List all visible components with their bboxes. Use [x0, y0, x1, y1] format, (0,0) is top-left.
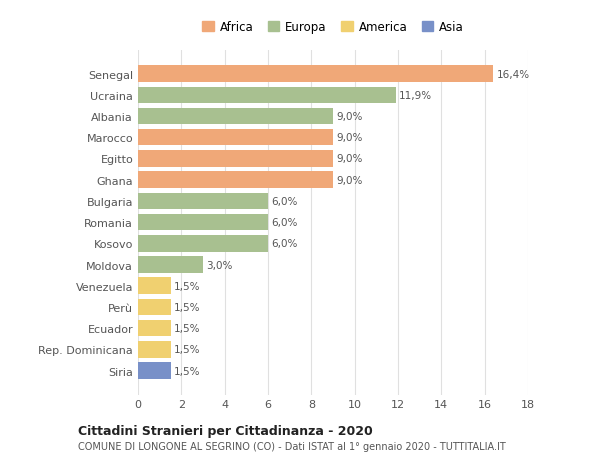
Text: 9,0%: 9,0%	[336, 175, 362, 185]
Text: 16,4%: 16,4%	[497, 69, 530, 79]
Text: 9,0%: 9,0%	[336, 133, 362, 143]
Text: 6,0%: 6,0%	[271, 239, 298, 249]
Bar	[138, 87, 396, 104]
Text: 1,5%: 1,5%	[174, 281, 200, 291]
Text: 6,0%: 6,0%	[271, 218, 298, 228]
Text: 1,5%: 1,5%	[174, 302, 200, 312]
Bar	[138, 66, 493, 83]
Bar	[138, 193, 268, 210]
Legend: Africa, Europa, America, Asia: Africa, Europa, America, Asia	[200, 18, 466, 36]
Text: 11,9%: 11,9%	[399, 90, 432, 101]
Text: 1,5%: 1,5%	[174, 366, 200, 376]
Text: 3,0%: 3,0%	[206, 260, 233, 270]
Bar	[138, 278, 170, 294]
Bar	[138, 257, 203, 273]
Bar	[138, 320, 170, 337]
Bar	[138, 341, 170, 358]
Bar	[138, 108, 333, 125]
Text: 1,5%: 1,5%	[174, 324, 200, 334]
Bar	[138, 299, 170, 316]
Bar	[138, 235, 268, 252]
Bar	[138, 129, 333, 146]
Text: 6,0%: 6,0%	[271, 196, 298, 207]
Text: 9,0%: 9,0%	[336, 154, 362, 164]
Text: Cittadini Stranieri per Cittadinanza - 2020: Cittadini Stranieri per Cittadinanza - 2…	[78, 424, 373, 437]
Text: 1,5%: 1,5%	[174, 345, 200, 355]
Bar	[138, 151, 333, 168]
Text: 9,0%: 9,0%	[336, 112, 362, 122]
Bar	[138, 363, 170, 379]
Bar	[138, 214, 268, 231]
Bar	[138, 172, 333, 189]
Text: COMUNE DI LONGONE AL SEGRINO (CO) - Dati ISTAT al 1° gennaio 2020 - TUTTITALIA.I: COMUNE DI LONGONE AL SEGRINO (CO) - Dati…	[78, 441, 506, 451]
